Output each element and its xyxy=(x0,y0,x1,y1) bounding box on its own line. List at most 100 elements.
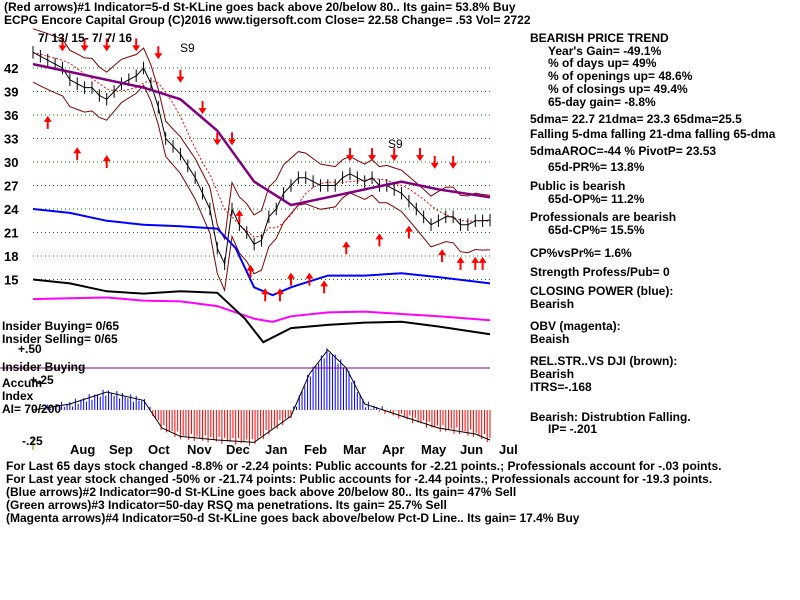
buy-arrow-9-head xyxy=(320,280,329,287)
chart-series xyxy=(32,28,491,344)
stat-year-gain: Year's Gain= -49.1% xyxy=(548,44,662,58)
accum-ma-line xyxy=(32,349,491,443)
strength-ratio: Strength Profess/Pub= 0 xyxy=(530,265,670,279)
sell-arrow-2-head xyxy=(102,45,111,52)
price-tick-21: 21 xyxy=(4,226,18,241)
buy-arrow-2 xyxy=(102,155,111,169)
sell-arrow-2 xyxy=(102,38,111,52)
aroc-pivot: 5dmaAROC=-44 % PivotP= 23.53 xyxy=(530,144,717,158)
buy-arrow-16 xyxy=(478,256,487,270)
month-label-feb: Feb xyxy=(304,442,327,457)
stat-closings-up: % of closings up= 49.4% xyxy=(548,82,688,96)
sell-arrow-12-head xyxy=(415,155,424,162)
stat-openings-up: % of openings up= 48.6% xyxy=(548,69,693,83)
dma-values: 5dma= 22.7 21dma= 23.3 65dma=25.5 xyxy=(530,112,742,126)
buy-arrow-0-head xyxy=(43,115,52,122)
sell-arrow-1-head xyxy=(80,45,89,52)
price-axis-ticks: 42 39 36 33 30 27 24 21 18 15 xyxy=(4,61,19,288)
sell-arrow-0-head xyxy=(58,45,67,52)
sell-arrow-3-head xyxy=(132,45,141,52)
buy-arrow-12 xyxy=(404,225,413,239)
month-label-apr: Apr xyxy=(382,442,404,457)
buy-arrow-6-head xyxy=(275,288,284,295)
buy-arrow-3 xyxy=(235,209,244,223)
month-label-jul: Jul xyxy=(499,442,518,457)
insider-buying: Insider Buying= 0/65 xyxy=(2,319,120,333)
ip-value: IP= -.201 xyxy=(548,422,598,436)
closing-power-label: CLOSING POWER (blue): xyxy=(530,284,674,298)
professional-sentiment: Professionals are bearish xyxy=(530,210,677,224)
ma65-line xyxy=(32,62,491,207)
month-label-may: May xyxy=(421,442,447,457)
buy-arrow-10-head xyxy=(342,241,351,248)
price-tick-39: 39 xyxy=(4,85,18,100)
sell-arrow-8-head xyxy=(228,139,237,146)
sell-arrow-11 xyxy=(390,148,399,162)
obv-line xyxy=(32,296,491,323)
month-label-aug: Aug xyxy=(70,442,95,457)
footer-line-year: For Last year stock changed -50% or -21.… xyxy=(6,472,713,486)
price-tick-30: 30 xyxy=(4,155,18,170)
obv-label: OBV (magenta): xyxy=(530,319,621,333)
price-tick-27: 27 xyxy=(4,179,18,194)
price-tick-42: 42 xyxy=(4,61,18,76)
buy-arrow-14 xyxy=(456,256,465,270)
s9-signal-1: S9 xyxy=(180,41,195,55)
sell-arrow-8 xyxy=(228,132,237,146)
price-tick-33: 33 xyxy=(4,132,18,147)
op-value: 65d-OP%= 11.2% xyxy=(548,192,645,206)
relative-strength-line xyxy=(32,278,491,344)
buy-arrow-12-head xyxy=(404,225,413,232)
green-arrows-legend: (Green arrows)#3 Indicator=50-day RSQ ma… xyxy=(6,498,447,512)
sell-arrow-1 xyxy=(80,38,89,52)
sell-arrow-3 xyxy=(132,38,141,52)
buy-arrow-0 xyxy=(43,115,52,129)
sell-arrow-7 xyxy=(213,132,222,146)
insider-selling: Insider Selling= 0/65 xyxy=(2,332,118,346)
closing-power-value: Bearish xyxy=(530,297,575,311)
buy-arrow-14-head xyxy=(456,256,465,263)
buy-arrow-7 xyxy=(286,272,295,286)
insider-buying-label: Insider Buying xyxy=(2,360,86,374)
footer-line-65day: For Last 65 days stock changed -8.8% or … xyxy=(6,459,722,473)
accum-tick-neg025: -.25 xyxy=(22,434,43,448)
month-label-oct: Oct xyxy=(148,442,170,457)
buy-arrow-4 xyxy=(246,264,255,278)
public-sentiment: Public is bearish xyxy=(530,179,626,193)
buy-arrow-5-head xyxy=(261,288,270,295)
cp-value: 65d-CP%= 15.5% xyxy=(548,223,645,237)
relstr-label: REL.STR..VS DJI (brown): xyxy=(530,354,678,368)
buy-arrow-7-head xyxy=(286,272,295,279)
buy-arrow-15-head xyxy=(471,256,480,263)
buy-arrow-6 xyxy=(275,288,284,302)
s9-signal-2: S9 xyxy=(388,137,403,151)
cp-vs-pr: CP%vsPr%= 1.6% xyxy=(530,246,632,260)
sell-arrow-14 xyxy=(449,155,458,169)
stat-65day-gain: 65-day gain= -8.8% xyxy=(548,95,656,109)
panel-title: BEARISH PRICE TREND xyxy=(530,31,669,45)
sell-arrow-9 xyxy=(345,148,354,162)
sell-arrow-5 xyxy=(176,69,185,83)
buy-arrow-8-head xyxy=(305,272,314,279)
sell-arrow-6 xyxy=(198,101,207,115)
accum-tick-050: +.50 xyxy=(18,342,42,356)
price-tick-15: 15 xyxy=(4,273,18,288)
buy-arrow-1-head xyxy=(73,147,82,154)
sell-arrow-4-head xyxy=(154,53,163,60)
month-label-nov: Nov xyxy=(187,442,212,457)
sell-arrow-7-head xyxy=(213,139,222,146)
upper-band-line xyxy=(32,28,491,241)
ai-value: AI= 70/200 xyxy=(2,402,62,416)
sell-arrow-5-head xyxy=(176,76,185,83)
distribution-note: Bearish: Distrubtion Falling. xyxy=(530,410,691,424)
buy-arrow-4-head xyxy=(246,264,255,271)
closing-power-line xyxy=(32,208,491,297)
buy-arrow-10 xyxy=(342,241,351,255)
ticker-header: ECPG Encore Capital Group (C)2016 www.ti… xyxy=(4,13,531,27)
sell-arrow-0 xyxy=(58,38,67,52)
buy-arrow-13-head xyxy=(438,249,447,256)
relstr-value: Bearish xyxy=(530,367,575,381)
sell-arrow-4 xyxy=(154,46,163,60)
sell-arrow-13 xyxy=(430,155,439,169)
